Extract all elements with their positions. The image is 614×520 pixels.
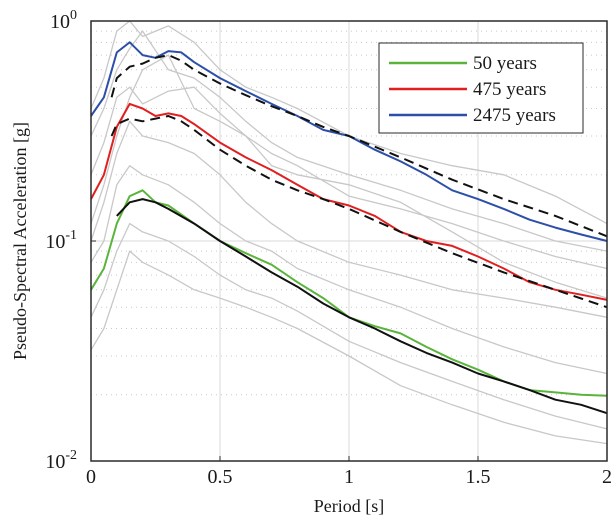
record-line <box>90 30 608 252</box>
legend: 50 years 475 years 2475 years <box>378 42 584 134</box>
x-tick-label: 2 <box>602 466 612 488</box>
y-tick-label: 100 <box>50 8 77 33</box>
record-line <box>90 120 608 318</box>
x-tick-label: 1.5 <box>466 466 491 488</box>
x-tick-label: 0 <box>86 466 96 488</box>
legend-label: 475 years <box>473 79 546 100</box>
y-tick-label: 10-1 <box>45 228 77 253</box>
reference-line <box>110 115 608 309</box>
series-layer <box>90 20 608 445</box>
series-line-475-years <box>90 102 608 301</box>
tick-layer: 0 0.5 1 1.5 2 10-2 10-1 100 <box>45 8 612 488</box>
reference-line <box>110 54 608 238</box>
x-tick-label: 0.5 <box>208 466 233 488</box>
record-line <box>90 222 608 430</box>
y-axis-label: Pseudo-Spectral Acceleration [g] <box>10 122 30 360</box>
legend-label: 50 years <box>473 53 537 74</box>
record-line <box>90 250 608 445</box>
x-axis-label: Period [s] <box>314 496 385 516</box>
legend-label: 2475 years <box>473 105 556 126</box>
reference-line <box>116 198 608 415</box>
record-line <box>90 20 608 225</box>
series-line-2475-years <box>90 41 608 242</box>
x-tick-label: 1 <box>344 466 354 488</box>
y-tick-label: 10-2 <box>45 448 77 473</box>
record-line <box>90 165 608 375</box>
